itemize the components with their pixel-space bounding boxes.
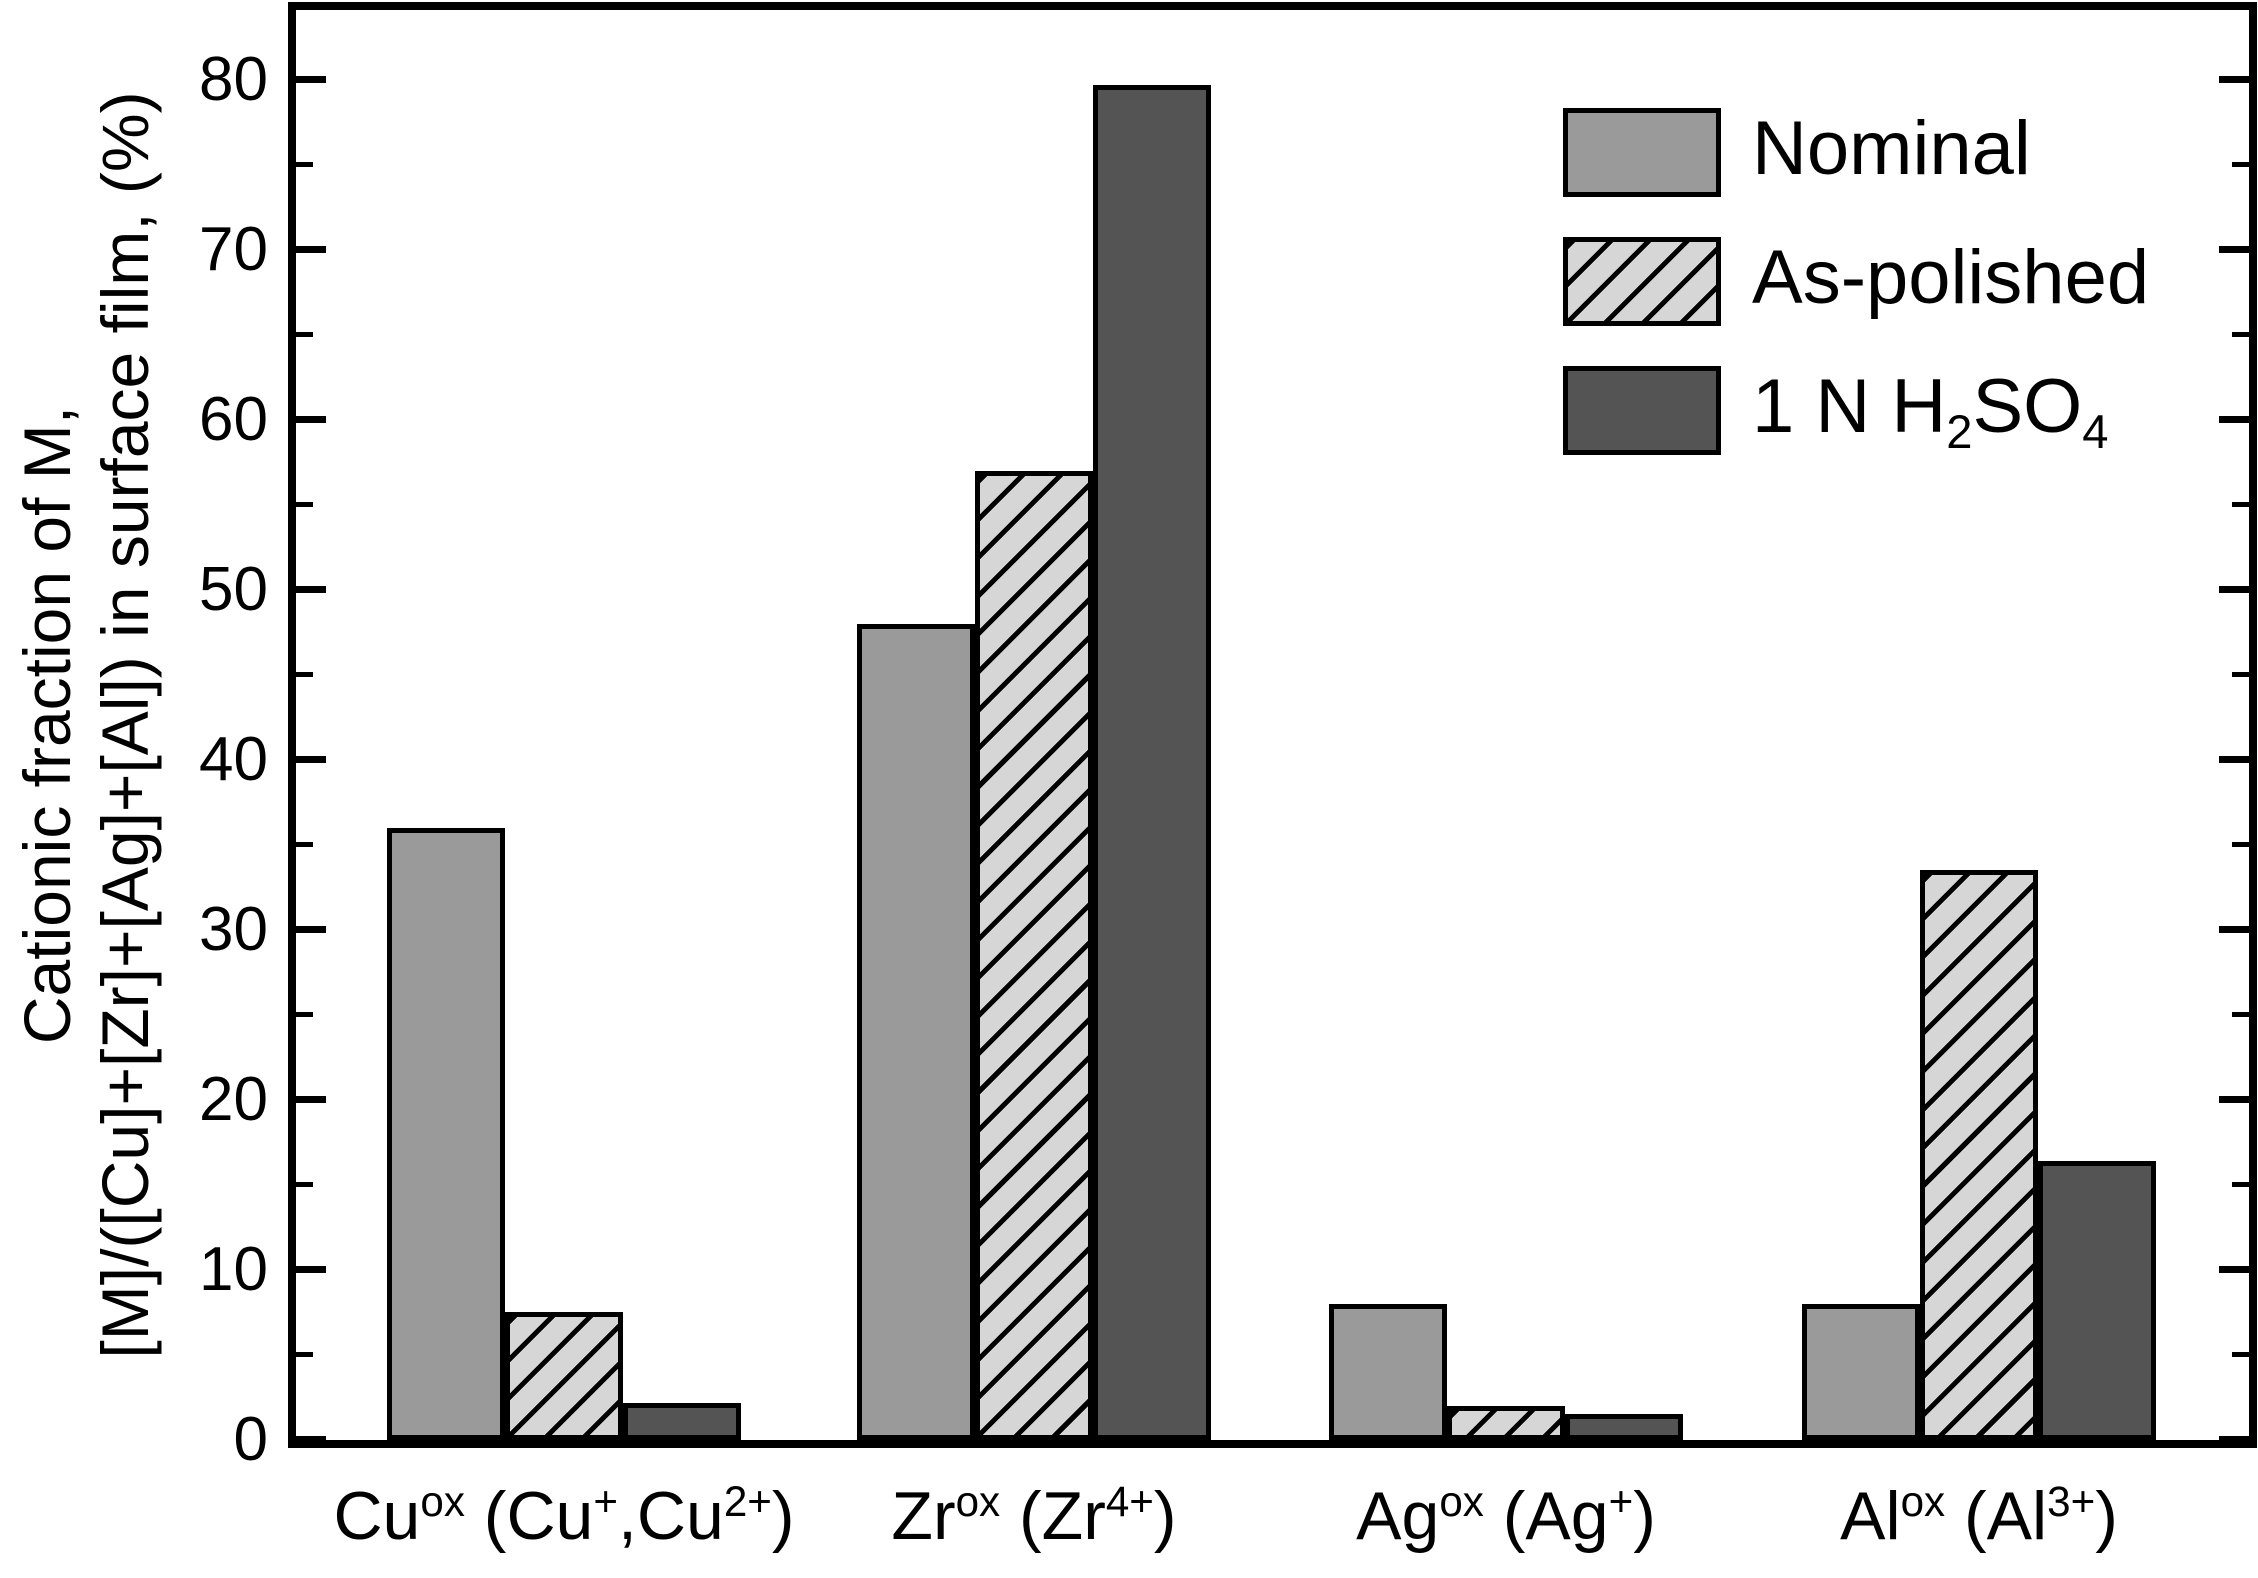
label-text: 1 N H	[1752, 364, 1947, 449]
label-text: (Cu	[464, 1478, 594, 1554]
y-tick-label-0: 0	[233, 1405, 268, 1474]
label-text: ,Cu	[618, 1478, 724, 1554]
label-text: )	[1633, 1478, 1656, 1554]
bar-nominal-cu	[387, 828, 505, 1440]
plot-area	[288, 2, 2257, 1448]
y-major-tick-right-50	[2219, 586, 2249, 593]
y-major-tick-left-10	[296, 1266, 326, 1273]
label-text: SO	[1972, 364, 2083, 449]
x-category-label-al: Alox (Al3+)	[1629, 1478, 2258, 1563]
y-minor-tick-right-5	[2232, 1352, 2249, 1357]
y-tick-label-30: 30	[199, 895, 268, 964]
legend-swatch-as-polished	[1563, 237, 1721, 326]
y-major-tick-right-60	[2219, 416, 2249, 423]
bar-as-polished-al	[1920, 870, 2038, 1440]
y-major-tick-left-20	[296, 1096, 326, 1103]
y-minor-tick-left-65	[296, 332, 313, 337]
y-major-tick-right-20	[2219, 1096, 2249, 1103]
y-minor-tick-left-25	[296, 1012, 313, 1017]
y-minor-tick-left-35	[296, 842, 313, 847]
legend-label-nominal: Nominal	[1752, 104, 2031, 193]
bar-1n-h2so4-zr	[1093, 85, 1211, 1440]
y-axis-label-line1: Cationic fraction of M,	[10, 405, 84, 1045]
label-text: Al	[1840, 1478, 1901, 1554]
y-tick-label-60: 60	[199, 385, 268, 454]
y-minor-tick-right-75	[2232, 162, 2249, 167]
subscript-text: 2	[1946, 405, 1973, 459]
x-category-label-ag: Agox (Ag+)	[1156, 1478, 1856, 1563]
y-minor-tick-left-15	[296, 1182, 313, 1187]
superscript-text: ox	[955, 1477, 1001, 1525]
label-text: As-polished	[1752, 235, 2150, 320]
y-minor-tick-left-5	[296, 1352, 313, 1357]
y-major-tick-right-10	[2219, 1266, 2249, 1273]
bar-nominal-al	[1802, 1304, 1920, 1440]
y-minor-tick-left-55	[296, 502, 313, 507]
legend-label-1n-h2so4: 1 N H2SO4	[1752, 362, 2109, 460]
y-major-tick-right-30	[2219, 926, 2249, 933]
label-text: Zr	[891, 1478, 956, 1554]
subscript-text: 4	[2082, 405, 2109, 459]
y-tick-label-50: 50	[199, 555, 268, 624]
y-minor-tick-right-55	[2232, 502, 2249, 507]
superscript-text: 2+	[723, 1477, 772, 1525]
bar-as-polished-ag	[1447, 1406, 1565, 1440]
bar-as-polished-zr	[975, 471, 1093, 1440]
y-minor-tick-right-45	[2232, 672, 2249, 677]
label-text: (Al	[1945, 1478, 2048, 1554]
y-major-tick-right-70	[2219, 246, 2249, 253]
y-minor-tick-right-35	[2232, 842, 2249, 847]
superscript-text: 4+	[1105, 1477, 1154, 1525]
label-text: Cu	[333, 1478, 421, 1554]
legend-swatch-1n-h2so4	[1563, 366, 1721, 455]
y-minor-tick-right-25	[2232, 1012, 2249, 1017]
legend-swatch-nominal	[1563, 108, 1721, 197]
label-text: )	[2095, 1478, 2118, 1554]
superscript-text: ox	[1439, 1477, 1484, 1525]
bar-nominal-zr	[857, 624, 975, 1440]
label-text: )	[771, 1478, 795, 1554]
y-major-tick-right-40	[2219, 756, 2249, 763]
y-major-tick-left-70	[296, 246, 326, 253]
superscript-text: ox	[1900, 1477, 1946, 1525]
bar-1n-h2so4-ag	[1565, 1414, 1683, 1440]
y-major-tick-left-30	[296, 926, 326, 933]
y-major-tick-left-40	[296, 756, 326, 763]
legend-label-as-polished: As-polished	[1752, 233, 2149, 322]
superscript-text: ox	[420, 1477, 465, 1525]
y-major-tick-left-50	[296, 586, 326, 593]
bar-as-polished-cu	[505, 1312, 623, 1440]
y-minor-tick-right-15	[2232, 1182, 2249, 1187]
label-text: Ag	[1356, 1478, 1440, 1554]
y-tick-label-70: 70	[199, 215, 268, 284]
y-minor-tick-right-65	[2232, 332, 2249, 337]
y-tick-label-40: 40	[199, 725, 268, 794]
y-tick-label-80: 80	[199, 45, 268, 114]
bar-1n-h2so4-al	[2038, 1161, 2156, 1440]
label-text: (Ag	[1483, 1478, 1609, 1554]
y-major-tick-left-80	[296, 76, 326, 83]
y-major-tick-left-60	[296, 416, 326, 423]
label-text: )	[1153, 1478, 1177, 1554]
y-major-tick-right-80	[2219, 76, 2249, 83]
x-category-label-cu: Cuox (Cu+,Cu2+)	[214, 1478, 914, 1563]
y-major-tick-right-0	[2219, 1436, 2249, 1443]
bar-nominal-ag	[1329, 1304, 1447, 1440]
y-major-tick-left-0	[296, 1436, 326, 1443]
label-text: (Zr	[1000, 1478, 1106, 1554]
y-tick-label-20: 20	[199, 1065, 268, 1134]
bar-1n-h2so4-cu	[623, 1403, 741, 1440]
x-category-label-zr: Zrox (Zr4+)	[684, 1478, 1384, 1563]
y-tick-label-10: 10	[199, 1235, 268, 1304]
superscript-text: +	[1608, 1477, 1634, 1525]
y-minor-tick-left-75	[296, 162, 313, 167]
y-minor-tick-left-45	[296, 672, 313, 677]
superscript-text: +	[593, 1477, 618, 1525]
superscript-text: 3+	[2047, 1477, 2096, 1525]
label-text: Nominal	[1752, 106, 2031, 191]
